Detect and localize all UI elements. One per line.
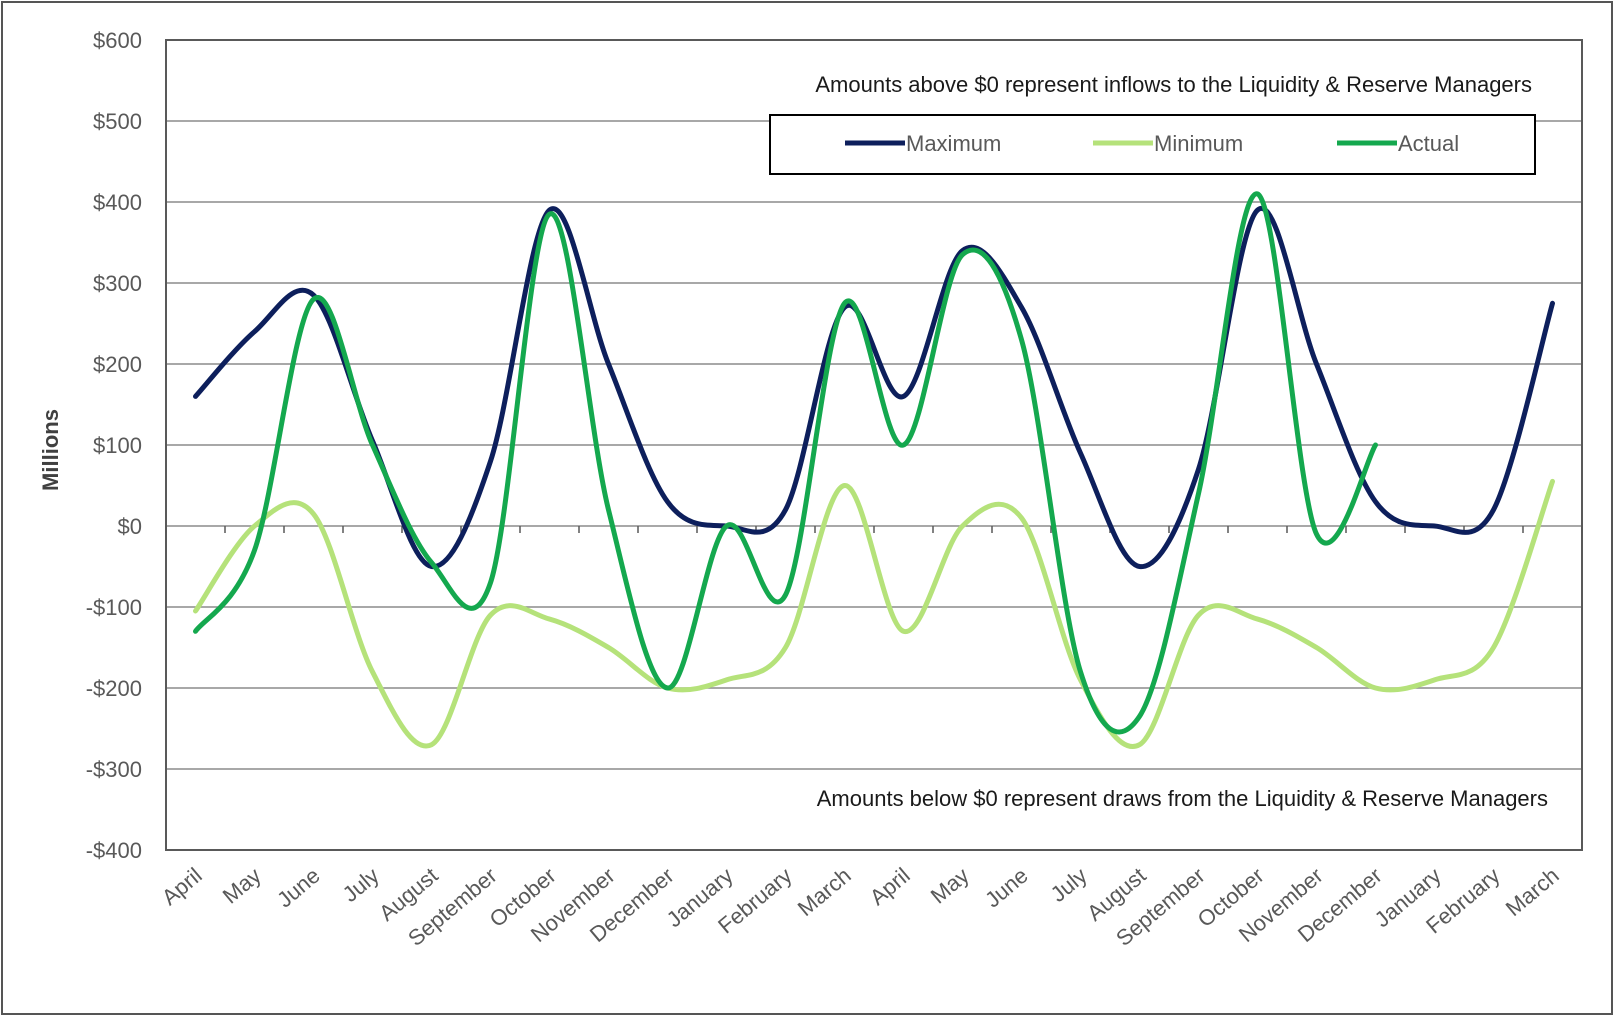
y-tick-label: $300 [93, 271, 142, 296]
x-tick-label-may: May [218, 863, 266, 909]
x-tick-label-may: May [926, 863, 974, 909]
y-axis-tick-labels: $600 $500 $400 $300 $200 $100 $0 -$100 -$200 -$30… [86, 28, 142, 863]
x-tick-label-june: June [980, 863, 1033, 913]
annotation-top: Amounts above $0 represent inflows to th… [815, 72, 1532, 97]
series-line-actual [193, 191, 1378, 735]
x-axis-ticks [165, 526, 1583, 533]
y-tick-label: -$400 [86, 838, 142, 863]
legend: Maximum Minimum Actual [769, 114, 1536, 175]
y-tick-label: -$100 [86, 595, 142, 620]
plot-area-border [165, 39, 1583, 851]
series-line-minimum [193, 478, 1555, 749]
x-tick-label-june: June [272, 863, 325, 913]
y-tick-label: $100 [93, 433, 142, 458]
x-tick-label-july: July [1046, 863, 1092, 907]
legend-label-actual: Actual [1398, 131, 1459, 156]
y-tick-label: $400 [93, 190, 142, 215]
y-tick-label: $200 [93, 352, 142, 377]
y-tick-label: $600 [93, 28, 142, 53]
x-tick-label-april: April [157, 863, 207, 910]
y-axis-label: Millions [38, 409, 63, 491]
y-tick-label: -$300 [86, 757, 142, 782]
y-tick-label: -$200 [86, 676, 142, 701]
x-tick-label-march: March [1501, 863, 1564, 921]
y-tick-label: $500 [93, 109, 142, 134]
x-axis-tick-labels: April May June JulyAugustSeptemberOctoberNo… [157, 863, 1564, 951]
annotation-bottom: Amounts below $0 represent draws from th… [817, 786, 1548, 811]
legend-label-maximum: Maximum [906, 131, 1001, 156]
x-tick-label-march: March [793, 863, 856, 921]
series-lines [193, 191, 1555, 749]
legend-label-minimum: Minimum [1154, 131, 1243, 156]
x-tick-label-july: July [338, 863, 384, 907]
y-tick-label: $0 [118, 514, 142, 539]
x-tick-label-april: April [865, 863, 915, 910]
